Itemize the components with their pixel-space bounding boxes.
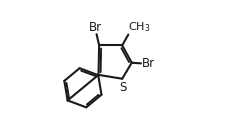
Text: CH$_3$: CH$_3$ (128, 20, 150, 34)
Text: Br: Br (89, 20, 102, 34)
Text: S: S (119, 81, 126, 94)
Text: Br: Br (142, 57, 155, 70)
